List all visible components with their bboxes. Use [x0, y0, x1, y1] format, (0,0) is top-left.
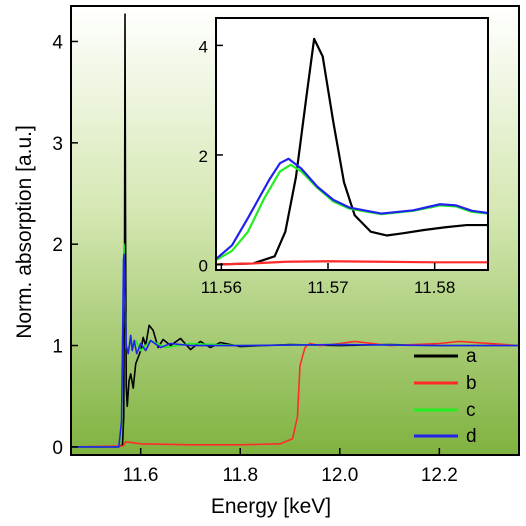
inset-series-line-a: [216, 37, 488, 266]
y-axis-title: Norm. absorption [a.u.]: [13, 125, 36, 339]
inset-series-lines: [216, 37, 488, 266]
main-y-tick-label: 4: [52, 32, 63, 53]
legend-label-c: c: [466, 400, 476, 421]
main-y-tick-label: 0: [52, 438, 63, 459]
legend-label-d: d: [466, 426, 477, 447]
x-axis-title: Energy [keV]: [211, 495, 331, 518]
inset-y-tick-label: 4: [199, 37, 208, 56]
inset-plot-background: [216, 18, 488, 270]
main-y-tick-label: 1: [52, 337, 63, 358]
inset-y-tick-label: 0: [199, 257, 208, 276]
main-axis-ticks: 11.6 11.8 12.0 12.2 0 1 2 3 4: [52, 32, 457, 486]
inset-series-line-d: [216, 157, 488, 260]
inset-y-tick-label: 2: [199, 147, 208, 166]
inset-plot-frame: [215, 17, 489, 271]
legend: a b c d: [414, 346, 477, 447]
legend-label-b: b: [466, 373, 477, 394]
legend-label-a: a: [466, 346, 477, 367]
main-y-tick-label: 3: [52, 134, 63, 155]
main-y-tick-label: 2: [52, 235, 63, 256]
main-x-tick-label: 12.0: [321, 465, 358, 486]
inset-x-tick-label: 11.57: [307, 278, 348, 297]
main-x-tick-label: 11.8: [222, 465, 258, 486]
main-x-tick-label: 12.2: [421, 465, 458, 486]
inset-axis-ticks: 11.56 11.57 11.58 0 2 4: [199, 37, 456, 297]
inset-x-tick-label: 11.58: [414, 278, 455, 297]
inset-series-line-b: [216, 260, 488, 266]
main-series-lines: [71, 13, 519, 448]
main-plot-frame: [70, 5, 520, 456]
inset-x-tick-label: 11.56: [201, 278, 242, 297]
main-series-line-d: [71, 253, 519, 448]
main-x-tick-label: 11.6: [123, 465, 159, 486]
